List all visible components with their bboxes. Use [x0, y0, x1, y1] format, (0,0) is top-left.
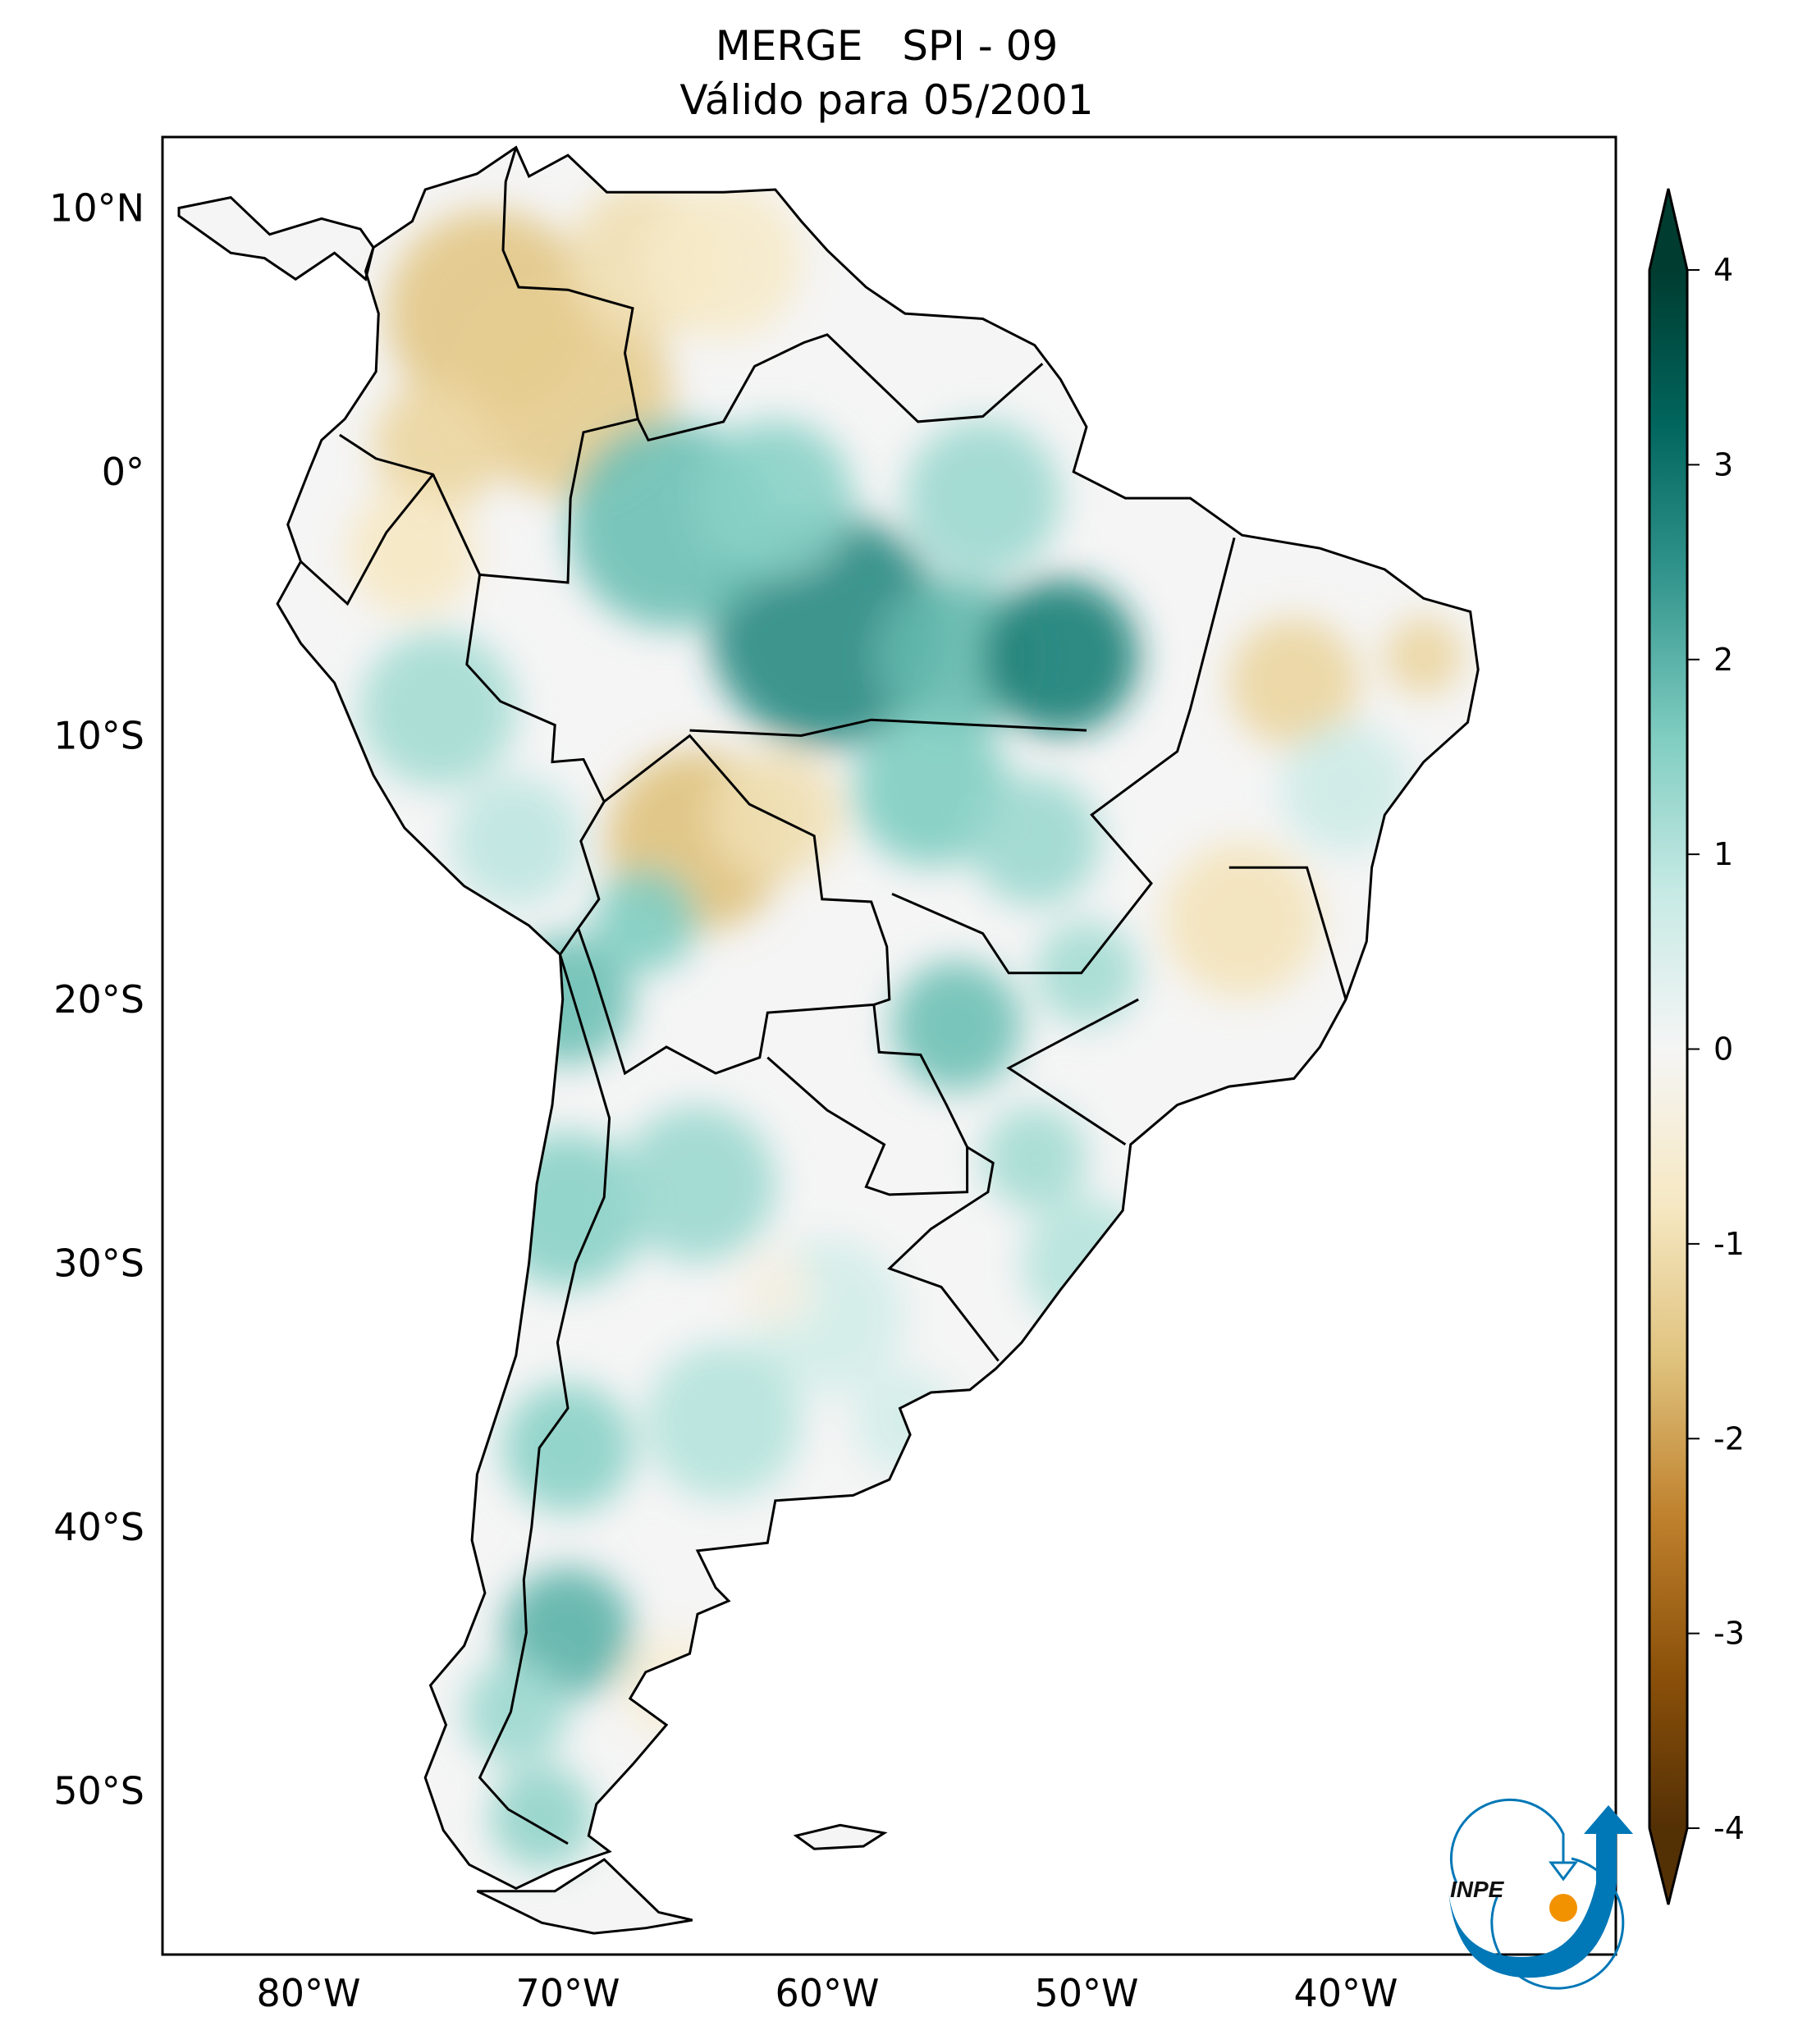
lat-tick-label: 50°S	[53, 1769, 144, 1813]
lat-tick-label: 30°S	[53, 1241, 144, 1286]
spi-anomaly-patch	[620, 1106, 775, 1262]
lat-tick-label: 0°	[102, 450, 144, 494]
spi-anomaly-patch	[645, 1343, 802, 1500]
colorbar-tick-label: 3	[1713, 446, 1733, 482]
map-title: MERGE SPI - 09	[715, 22, 1059, 70]
country-border	[501, 147, 639, 419]
country-border	[1006, 998, 1139, 1146]
lon-tick-label: 50°W	[1034, 1971, 1138, 2015]
spi-anomaly-patch	[698, 420, 853, 576]
inpe-logo: INPE	[1448, 1798, 1633, 1990]
spi-anomaly-patch	[969, 776, 1100, 907]
spi-anomaly-patch	[1034, 921, 1139, 1026]
country-border	[689, 718, 1087, 738]
spi-anomaly-patch	[710, 749, 840, 880]
spi-anomaly-patch	[490, 1132, 646, 1288]
spi-anomaly-patch	[982, 1105, 1087, 1210]
coastlines-and-borders	[177, 145, 1480, 1935]
lat-tick-label: 20°S	[53, 977, 144, 1022]
colorbar-tick-label: -3	[1713, 1616, 1745, 1652]
colorbar-tick-label: -2	[1713, 1420, 1745, 1456]
country-border	[465, 574, 606, 956]
coastline	[793, 1823, 888, 1850]
country-border	[887, 1145, 1000, 1362]
spi-anomaly-patch	[593, 868, 698, 972]
logo-text: INPE	[1450, 1877, 1505, 1902]
colorbar-tick-label: 4	[1713, 252, 1733, 288]
spi-anomaly-patch	[464, 1659, 568, 1764]
spi-anomaly-patch	[853, 711, 1009, 867]
lon-tick-label: 80°W	[256, 1971, 360, 2015]
colorbar-tick-label: 1	[1713, 836, 1733, 872]
spi-anomaly-patch	[1164, 842, 1320, 999]
coastline	[177, 195, 375, 282]
lat-tick-label: 10°N	[49, 186, 144, 231]
colorbar-extend-min	[1649, 1828, 1687, 1905]
map-subtitle: Válido para 05/2001	[679, 76, 1094, 124]
spi-anomaly-patch	[451, 776, 581, 907]
colorbar-tick-label: -1	[1713, 1226, 1745, 1262]
country-border	[891, 537, 1236, 975]
spi-anomaly-patch	[1281, 723, 1411, 853]
lon-tick-label: 40°W	[1293, 1971, 1398, 2015]
map-frame	[161, 135, 1617, 1956]
spi-anomaly-patch	[1228, 618, 1359, 748]
spi-anomaly-patch	[373, 380, 503, 510]
colorbar-tick-label: 2	[1713, 642, 1733, 678]
colorbar-tick-label: -4	[1713, 1810, 1745, 1846]
spi-anomaly-patch	[620, 1633, 724, 1738]
colorbar-extend-max	[1649, 189, 1687, 270]
spi-field	[179, 147, 1479, 1934]
colorbar: 4 3 2 1 0 -1 -2 -3 -4	[1648, 188, 1745, 1905]
coastline	[276, 145, 1480, 1891]
lon-tick-label: 70°W	[515, 1971, 620, 2015]
lon-tick-label: 60°W	[775, 1971, 879, 2015]
logo-sun-icon	[1549, 1894, 1577, 1922]
lat-tick-label: 40°S	[53, 1505, 144, 1549]
country-border	[1228, 866, 1347, 1000]
country-border	[339, 433, 481, 576]
lat-tick-label: 10°S	[53, 714, 144, 758]
spi-anomaly-patch	[736, 1251, 815, 1329]
spi-anomaly-patch	[645, 182, 802, 339]
spi-anomaly-patch	[347, 486, 478, 616]
spi-anomaly-patch	[1022, 1198, 1151, 1328]
country-border	[478, 953, 611, 1845]
spi-anomaly-patch	[490, 1765, 594, 1869]
spi-anomaly-patch	[904, 420, 1061, 576]
colorbar-bar	[1649, 270, 1687, 1828]
spi-anomaly-patch	[982, 578, 1139, 734]
spi-anomaly-patch	[360, 631, 516, 788]
spi-anomaly-patch	[892, 961, 1022, 1091]
country-border	[766, 1004, 969, 1196]
spi-anomaly-patch	[1384, 617, 1463, 696]
coastline	[476, 1858, 693, 1935]
colorbar-tick-label: 0	[1713, 1031, 1733, 1068]
country-border	[300, 473, 434, 606]
country-border	[479, 333, 1044, 584]
